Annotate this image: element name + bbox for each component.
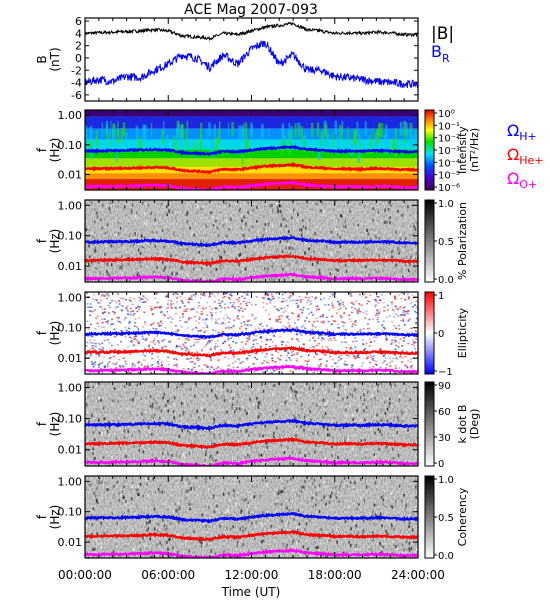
legend-b-total: |B| [431,24,454,44]
colorbar-label: Intensity(nT²/Hz) [456,126,481,174]
gyro-line-he [85,436,418,450]
freq-tick-label: 0.10 [58,322,83,335]
colorbar-tick-label: 10⁻² [438,134,460,145]
colorbar-tick-label: 10⁻³ [438,146,460,157]
y-tick-label: 0 [75,52,82,65]
gyro-legend: ΩH+ΩHe+ΩO+ [507,121,544,191]
freq-tick-label: 0.01 [58,444,83,457]
spectrogram-k-dot-b [85,382,418,466]
colorbar-polarization [424,199,435,283]
colorbar-tick-label: 1 [438,291,444,302]
gyro-line-h [85,418,418,432]
colorbar-tick-label: 0.0 [438,275,454,286]
freq-tick-label: 1.00 [58,381,83,394]
gyro-line-he [85,254,418,266]
spectrogram-intensity [85,110,418,190]
colorbar-k-dot-b [424,381,435,467]
freq-tick-label: 1.00 [58,199,83,212]
legend-b-r-sub: R [442,52,450,65]
gyro-line-h [85,144,418,157]
colorbar-tick-label: 0.0 [438,551,454,562]
legend-b-r-main: B [431,42,442,61]
y-axis-label: f(Hz) [35,321,62,346]
colorbar-tick-label: 30 [438,433,451,444]
y-axis-label: f(Hz) [35,412,62,437]
panel-polarization: 1.00 0.10 0.01 1.0 0.5 0.0% Polarization f(Hz) [35,199,469,286]
freq-tick-label: 0.01 [58,260,83,273]
spectrogram-ellipticity [85,292,418,374]
colorbar-tick-label: 1.0 [438,475,454,486]
colorbar-tick-label: 10⁻⁵ [438,171,460,182]
y-axis-label: f(Hz) [35,138,62,163]
freq-tick-label: 0.01 [58,169,83,182]
gyro-line-he [85,161,418,175]
gyro-legend-label: ΩHe+ [507,145,544,167]
colorbar-tick-label: 10⁻⁶ [438,183,460,194]
colorbar-tick-label: 10⁻¹ [438,121,460,132]
x-tick-label: 00:00:00 [58,568,112,582]
y-tick-label: -4 [71,77,82,90]
colorbar-tick-label: 0 [438,459,444,470]
y-axis-label: B(nT) [35,47,62,71]
x-tick-label: 18:00:00 [308,568,362,582]
colorbar-intensity [424,109,435,191]
x-tick-label: 06:00:00 [141,568,195,582]
colorbar-label: Ellipticity [456,307,469,358]
x-axis-label: Time (UT) [221,585,281,599]
colorbar-tick-label: 10⁻⁴ [438,158,460,169]
freq-tick-label: 0.01 [58,536,83,549]
y-axis-label: f(Hz) [35,229,62,254]
freq-tick-label: 0.10 [58,506,83,519]
gyro-line-h [85,511,418,524]
spectrogram-coherency [85,476,418,558]
figure-title: ACE Mag 2007-093 [184,2,318,18]
colorbar-label: k dot B(Deg) [456,405,481,444]
gyro-line-he [85,529,418,542]
colorbar-tick-label: 60 [438,407,451,418]
colorbar-label: % Polarization [456,202,469,280]
y-tick-label: -6 [71,89,82,102]
x-tick-label: 24:00:00 [391,568,445,582]
colorbar-label: Coherency [456,487,469,546]
y-tick-label: 6 [75,15,82,28]
gyro-line-h [85,235,418,248]
colorbar-coherency [424,475,435,559]
legend-b-r: BR [431,42,450,65]
freq-tick-label: 0.01 [58,352,83,365]
colorbar-tick-label: 10⁰ [438,109,455,120]
colorbar-tick-label: 0.5 [438,513,454,524]
colorbar-tick-label: 1.0 [438,199,454,210]
y-tick-label: 4 [75,27,82,40]
colorbar-tick-label: −1 [438,367,453,378]
gyro-legend-label: ΩH+ [507,121,537,143]
gyro-legend-label: ΩO+ [507,169,537,191]
panel-k-dot-b: 1.00 0.10 0.01 90 60 30 0 k dot B(Deg) f(Hz) [35,381,481,470]
gyro-line-he [85,345,418,358]
colorbar-ellipticity [424,291,435,375]
freq-tick-label: 0.10 [58,413,83,426]
y-tick-label: 2 [75,40,82,53]
series-line-b-total [84,21,419,42]
freq-tick-label: 1.00 [58,291,83,304]
spectrogram-polarization [85,200,418,282]
x-tick-label: 12:00:00 [225,568,279,582]
colorbar-tick-label: 90 [438,381,451,392]
freq-tick-label: 0.10 [58,230,83,243]
freq-tick-label: 1.00 [58,475,83,488]
gyro-line-h [85,327,418,340]
y-tick-label: -2 [71,64,82,77]
colorbar-tick-label: 0 [438,329,444,340]
colorbar-tick-label: 0.5 [438,237,454,248]
panels: 6420-2-4-6B(nT)1.000.100.0110⁰10⁻¹10⁻²10… [35,15,481,582]
freq-tick-label: 1.00 [58,109,83,122]
freq-tick-label: 0.10 [58,139,83,152]
y-axis-label: f(Hz) [35,505,62,530]
series-line-b-r [84,39,419,89]
